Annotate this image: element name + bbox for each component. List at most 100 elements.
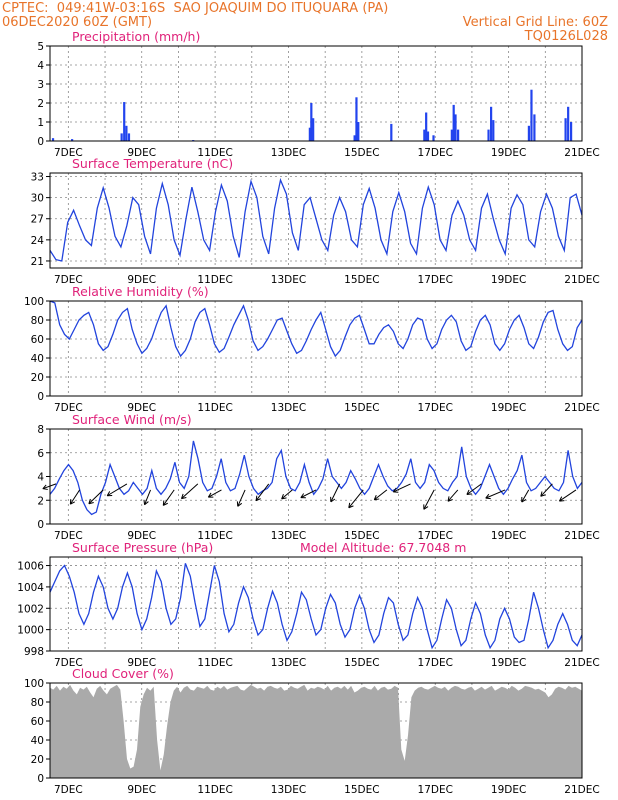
pressure-ytick-label: 1002 — [17, 603, 44, 615]
temp-frame — [49, 172, 583, 269]
wind-arrow — [447, 489, 459, 502]
wind-arrow-head — [237, 502, 243, 507]
wind-arrow — [106, 483, 128, 497]
temp-ytick-label: 27 — [31, 214, 44, 226]
rh-ytick-label: 20 — [31, 372, 44, 384]
wind-line — [49, 440, 583, 516]
temp-xtick-label: 21DEC — [564, 274, 599, 286]
wind-arrow — [559, 489, 577, 502]
precip-bar — [425, 112, 428, 141]
precip-frame — [49, 45, 583, 142]
precip-bar — [450, 129, 453, 141]
precip-bar — [456, 129, 460, 141]
precip-bar — [353, 135, 356, 141]
wind-arrow-head — [207, 492, 212, 498]
temp-xtick-label: 9DEC — [127, 274, 156, 286]
wind-arrow — [162, 489, 175, 506]
precip-bar — [123, 102, 126, 141]
temp-xtick-label: 11DEC — [197, 274, 232, 286]
rh-xtick-label: 7DEC — [54, 402, 83, 414]
header-grid-line: Vertical Grid Line: 60Z — [462, 15, 608, 30]
wind-arrow-head — [70, 501, 76, 505]
temp-xtick-label: 19DEC — [491, 274, 526, 286]
cloud-ytick-label: 60 — [31, 716, 44, 728]
precip-ytick-label: 5 — [37, 41, 44, 53]
precip-bar — [487, 129, 490, 141]
cloud-xtick-label: 9DEC — [127, 784, 156, 796]
wind-arrow-head — [447, 499, 453, 502]
cloud-xtick-label: 13DEC — [271, 784, 306, 796]
wind-ytick-label: 4 — [37, 472, 44, 484]
precip-bar — [390, 123, 393, 141]
wind-arrow — [208, 489, 222, 498]
wind-arrow-head — [373, 494, 377, 500]
pressure-ytick-label: 1006 — [17, 561, 44, 573]
wind-xtick-label: 11DEC — [197, 530, 232, 542]
precip-ytick-label: 1 — [37, 117, 44, 129]
wind-arrow-head — [162, 500, 165, 506]
wind-arrow — [88, 489, 104, 505]
wind-ytick-label: 8 — [37, 424, 44, 436]
precip-xtick-label: 11DEC — [197, 147, 232, 159]
wind-arrow — [237, 489, 246, 507]
wind-arrow-head — [447, 496, 450, 502]
wind-xtick-label: 19DEC — [491, 530, 526, 542]
rh-xtick-label: 15DEC — [344, 402, 379, 414]
wind-arrow-head — [466, 489, 470, 495]
cloud-xtick-label: 19DEC — [491, 784, 526, 796]
cloud-ytick-label: 80 — [31, 697, 44, 709]
precip-bar — [490, 106, 493, 141]
wind-arrow-head — [255, 495, 258, 501]
precip-bar — [312, 118, 315, 141]
wind-xtick-label: 15DEC — [344, 530, 379, 542]
pressure-xtick-label: 11DEC — [197, 657, 232, 669]
wind-arrow-head — [540, 494, 546, 497]
precip-bar — [452, 104, 455, 141]
precip-title: Precipitation (mm/h) — [72, 29, 200, 44]
cloud-xtick-label: 17DEC — [418, 784, 453, 796]
wind-arrow-head — [392, 487, 397, 493]
pressure-xtick-label: 21DEC — [564, 657, 599, 669]
rh-xtick-label: 11DEC — [197, 402, 232, 414]
wind-xtick-label: 7DEC — [54, 530, 83, 542]
pressure-xtick-label: 7DEC — [54, 657, 83, 669]
header-model: TQ0126L028 — [524, 29, 608, 44]
temp-ytick-label: 21 — [31, 256, 44, 268]
rh-ytick-label: 40 — [31, 353, 44, 365]
wind-arrow — [281, 489, 293, 500]
wind-arrow — [423, 489, 435, 510]
wind-arrow-head — [88, 501, 94, 505]
wind-arrow — [485, 489, 506, 499]
pressure-subtitle: Model Altitude: 67.7048 m — [300, 540, 466, 555]
precip-bar — [71, 139, 74, 141]
cloud-ytick-label: 40 — [31, 735, 44, 747]
wind-arrow-head — [348, 502, 351, 508]
temp-line — [49, 177, 583, 262]
wind-arrow-head — [540, 491, 543, 497]
rh-xtick-label: 13DEC — [271, 402, 306, 414]
wind-arrow — [466, 483, 482, 495]
pressure-title: Surface Pressure (hPa) — [72, 540, 213, 555]
wind-arrow-head — [466, 493, 472, 495]
precip-xtick-label: 21DEC — [564, 147, 599, 159]
precip-xtick-label: 17DEC — [418, 147, 453, 159]
wind-xtick-label: 21DEC — [564, 530, 599, 542]
pressure-xtick-label: 9DEC — [127, 657, 156, 669]
wind-arrow-head — [255, 498, 261, 502]
cloud-xtick-label: 7DEC — [54, 784, 83, 796]
rh-xtick-label: 17DEC — [418, 402, 453, 414]
precip-bar — [426, 131, 430, 141]
wind-arrow — [144, 489, 152, 505]
rh-frame — [49, 300, 583, 397]
wind-title: Surface Wind (m/s) — [72, 412, 192, 427]
wind-arrow-head — [423, 506, 429, 510]
rh-title: Relative Humidity (%) — [72, 284, 209, 299]
precip-xtick-label: 15DEC — [344, 147, 379, 159]
header-station: CPTEC: 049:41W-03:16S SAO JOAQUIM DO ITU… — [2, 1, 389, 16]
cloud-frame — [49, 682, 583, 779]
wind-arrow-head — [348, 505, 354, 509]
rh-xtick-label: 19DEC — [491, 402, 526, 414]
wind-arrow — [540, 483, 553, 497]
pressure-ytick-label: 1004 — [17, 582, 44, 594]
wind-ytick-label: 6 — [37, 448, 44, 460]
